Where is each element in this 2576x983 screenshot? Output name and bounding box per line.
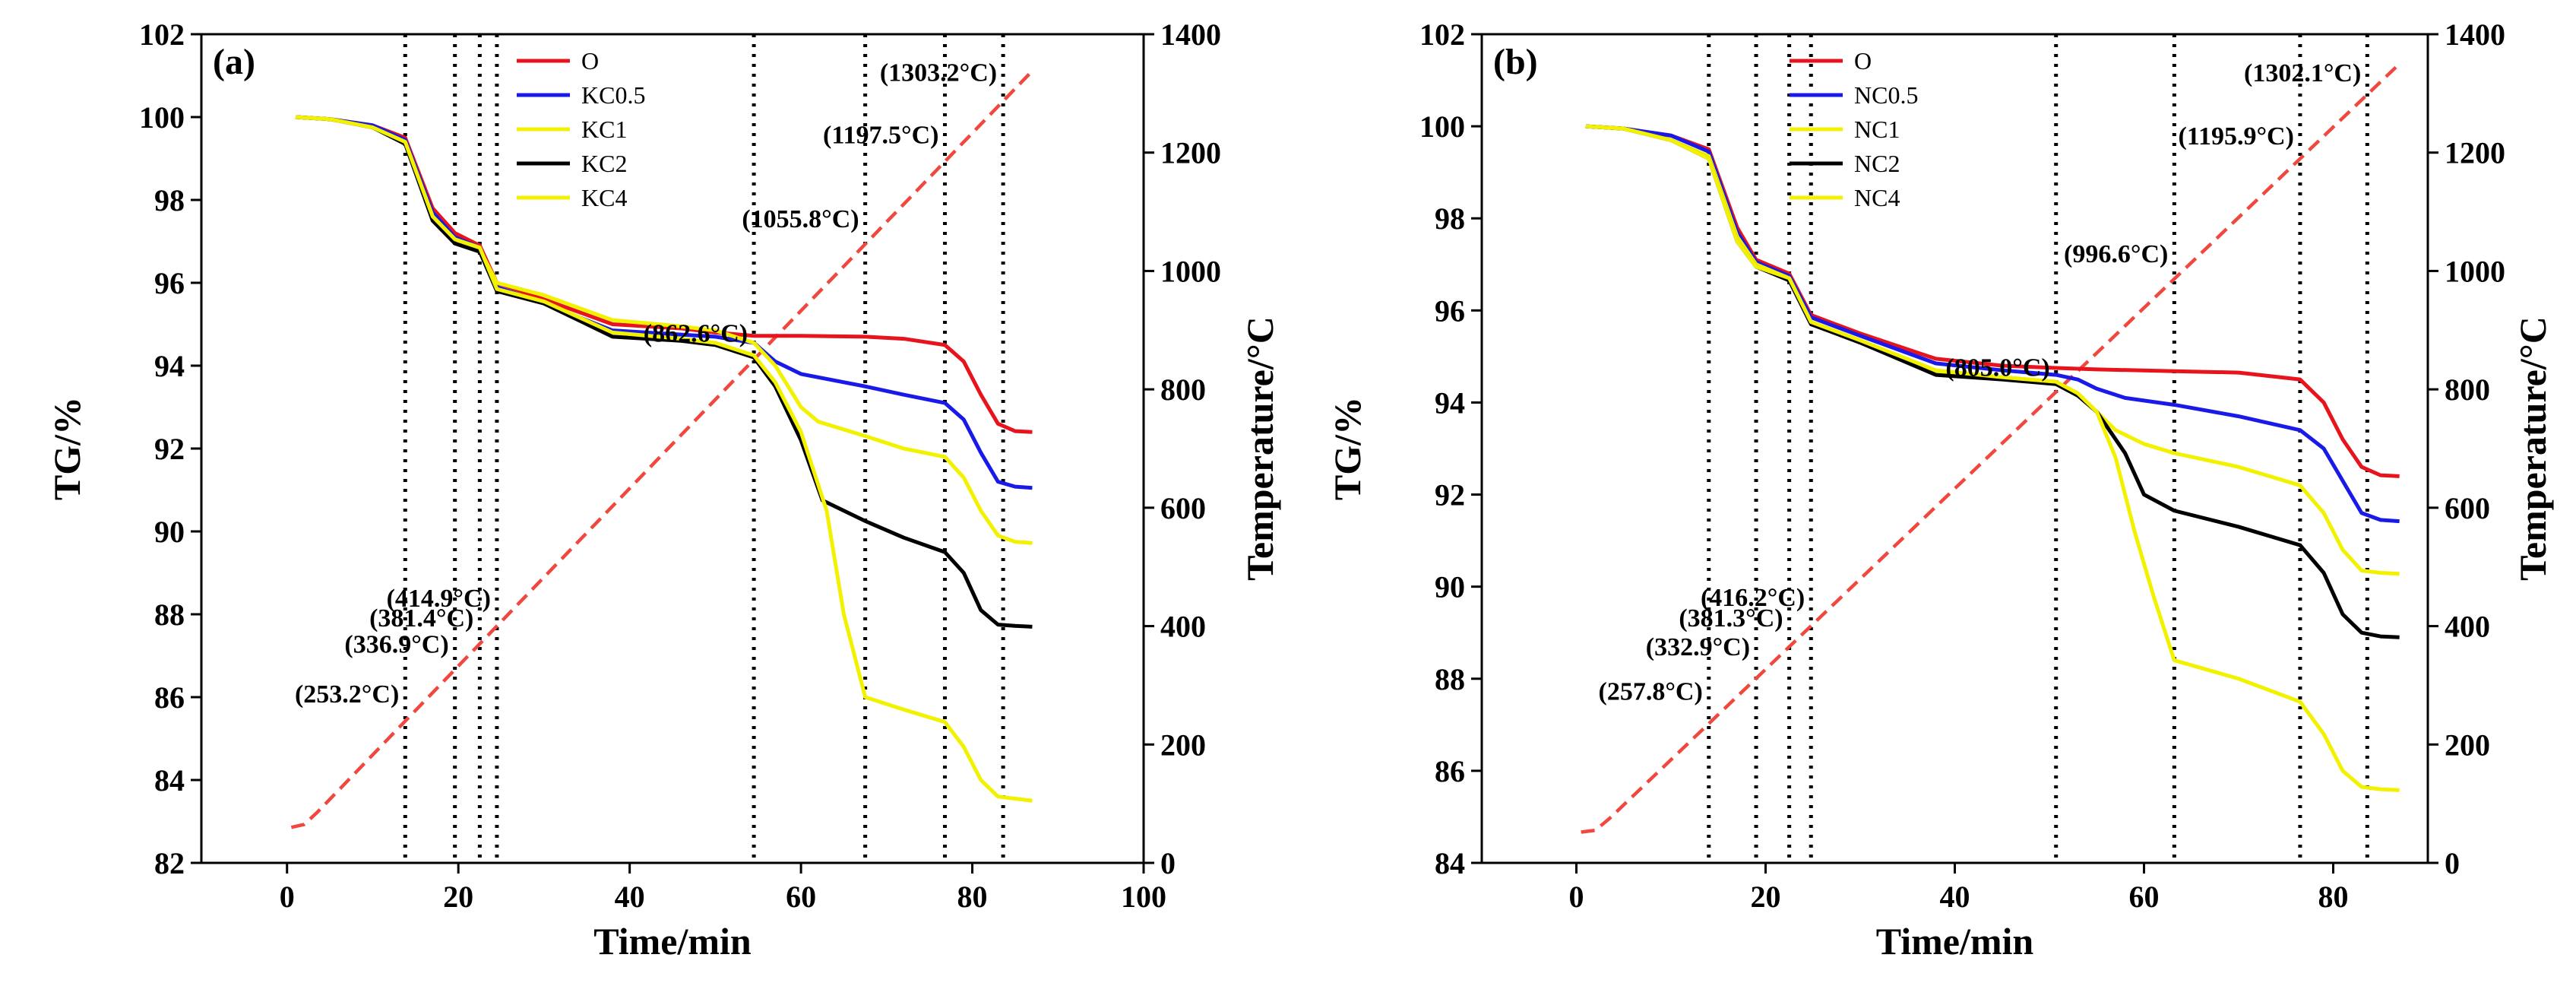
panel-label: (a) (213, 42, 255, 82)
plot-area (290, 34, 1034, 863)
y2-tick-label-0: 0 (1160, 846, 1176, 880)
x-tick-label-0: 0 (1569, 880, 1584, 914)
panel-label: (b) (1493, 42, 1538, 82)
y-tick-label-8: 100 (1419, 109, 1465, 144)
y2-tick-label-4: 800 (2445, 373, 2490, 407)
temp-annotation-5: (996.6°C) (2064, 240, 2168, 268)
y2-axis-title: Temperature/°C (1239, 316, 1281, 581)
y-tick-label-1: 86 (1435, 754, 1465, 788)
x-tick-label-1: 20 (1751, 880, 1781, 914)
temp-annotation-1: (332.9°C) (1646, 633, 1750, 661)
x-tick-label-1: 20 (443, 880, 473, 914)
y-tick-label-9: 100 (139, 100, 185, 135)
y2-tick-label-7: 1400 (1160, 17, 1221, 52)
y2-tick-label-3: 600 (1160, 491, 1206, 525)
legend-label-0: O (581, 47, 599, 75)
y-tick-label-5: 94 (1435, 385, 1465, 420)
x-tick-label-0: 0 (280, 880, 295, 914)
y-tick-label-7: 98 (1435, 201, 1465, 236)
y2-tick-label-6: 1200 (1160, 136, 1221, 170)
temp-annotation-0: (257.8°C) (1599, 677, 1703, 706)
x-axis-title: Time/min (1876, 920, 2034, 962)
plot-frame (1480, 33, 2429, 864)
temp-annotation-6: (1197.5°C) (823, 122, 938, 150)
y-tick-label-2: 88 (1435, 662, 1465, 696)
y2-tick-label-1: 200 (2445, 728, 2490, 762)
x-tick-label-2: 40 (615, 880, 645, 914)
y-axis-title: TG/% (1326, 397, 1369, 500)
temp-annotation-3: (414.9°C) (387, 585, 491, 613)
y2-tick-label-1: 200 (1160, 728, 1206, 762)
y2-tick-label-6: 1200 (2445, 136, 2505, 170)
y-tick-label-6: 94 (154, 349, 185, 383)
y2-tick-label-5: 1000 (2445, 254, 2505, 288)
legend-label-2: NC1 (1854, 116, 1900, 143)
plot-area (1581, 34, 2401, 863)
legend-label-2: KC1 (581, 116, 627, 143)
y-axis-title: TG/% (46, 397, 88, 500)
y2-tick-label-2: 400 (1160, 610, 1206, 644)
temp-annotation-4: (862.6°C) (644, 319, 748, 347)
temp-annotation-1: (336.9°C) (344, 631, 448, 659)
y-tick-label-5: 92 (154, 432, 185, 466)
y-tick-label-0: 82 (154, 846, 185, 880)
y2-tick-label-0: 0 (2445, 846, 2460, 880)
legend-label-4: KC4 (581, 184, 627, 211)
y2-tick-label-4: 800 (1160, 373, 1206, 407)
y-tick-label-4: 90 (154, 515, 185, 549)
temp-annotation-7: (1303.2°C) (880, 59, 997, 87)
x-axis-title: Time/min (593, 920, 752, 962)
temp-annotation-4: (805.0°C) (1945, 354, 2049, 382)
x-tick-label-5: 100 (1121, 880, 1166, 914)
temperature-line (1581, 62, 2401, 834)
temp-annotation-3: (416.2°C) (1701, 584, 1805, 612)
temperature-line (290, 69, 1034, 829)
panel-b: 0 20 40 60 80 84 86 88 90 92 94 96 98 100 102 0 200 400 60… (1326, 17, 2554, 962)
y-tick-label-1: 84 (154, 763, 185, 797)
temp-annotation-5: (1055.8°C) (742, 205, 859, 233)
y-tick-label-7: 96 (154, 266, 185, 300)
y-tick-label-2: 86 (154, 680, 185, 715)
y-tick-label-3: 88 (154, 598, 185, 632)
y-tick-label-4: 92 (1435, 478, 1465, 512)
x-tick-label-2: 40 (1940, 880, 1970, 914)
series-line-kc4 (295, 115, 1033, 803)
y-tick-label-8: 98 (154, 183, 185, 217)
y2-axis-title: Temperature/°C (2511, 316, 2554, 581)
y-tick-label-3: 90 (1435, 570, 1465, 604)
temp-annotation-2: (381.4°C) (369, 604, 473, 633)
temp-annotation-7: (1302.1°C) (2244, 59, 2361, 87)
legend-label-4: NC4 (1854, 184, 1900, 211)
temp-annotation-2: (381.3°C) (1679, 604, 1783, 633)
x-tick-label-4: 80 (2318, 880, 2349, 914)
legend-label-1: NC0.5 (1854, 81, 1918, 109)
y2-tick-label-2: 400 (2445, 610, 2490, 644)
legend-label-3: NC2 (1854, 150, 1900, 177)
temp-annotation-0: (253.2°C) (295, 680, 399, 709)
series-line-nc4 (1585, 124, 2400, 792)
panel-a: 0 20 40 60 80 100 82 84 86 88 90 92 94 96 98 100 102 0 200… (46, 17, 1281, 962)
legend-label-0: O (1854, 47, 1872, 75)
x-tick-label-3: 60 (2129, 880, 2160, 914)
y2-tick-label-7: 1400 (2445, 17, 2505, 52)
y-tick-label-0: 84 (1435, 846, 1465, 880)
y-tick-label-9: 102 (1419, 17, 1465, 52)
legend-label-1: KC0.5 (581, 81, 645, 109)
x-tick-label-3: 60 (786, 880, 816, 914)
y-tick-label-6: 96 (1435, 293, 1465, 328)
x-tick-label-4: 80 (957, 880, 988, 914)
temp-annotation-6: (1195.9°C) (2179, 122, 2294, 151)
y2-tick-label-3: 600 (2445, 491, 2490, 525)
y-tick-label-10: 102 (139, 17, 185, 52)
y2-tick-label-5: 1000 (1160, 254, 1221, 288)
legend-label-3: KC2 (581, 150, 627, 177)
